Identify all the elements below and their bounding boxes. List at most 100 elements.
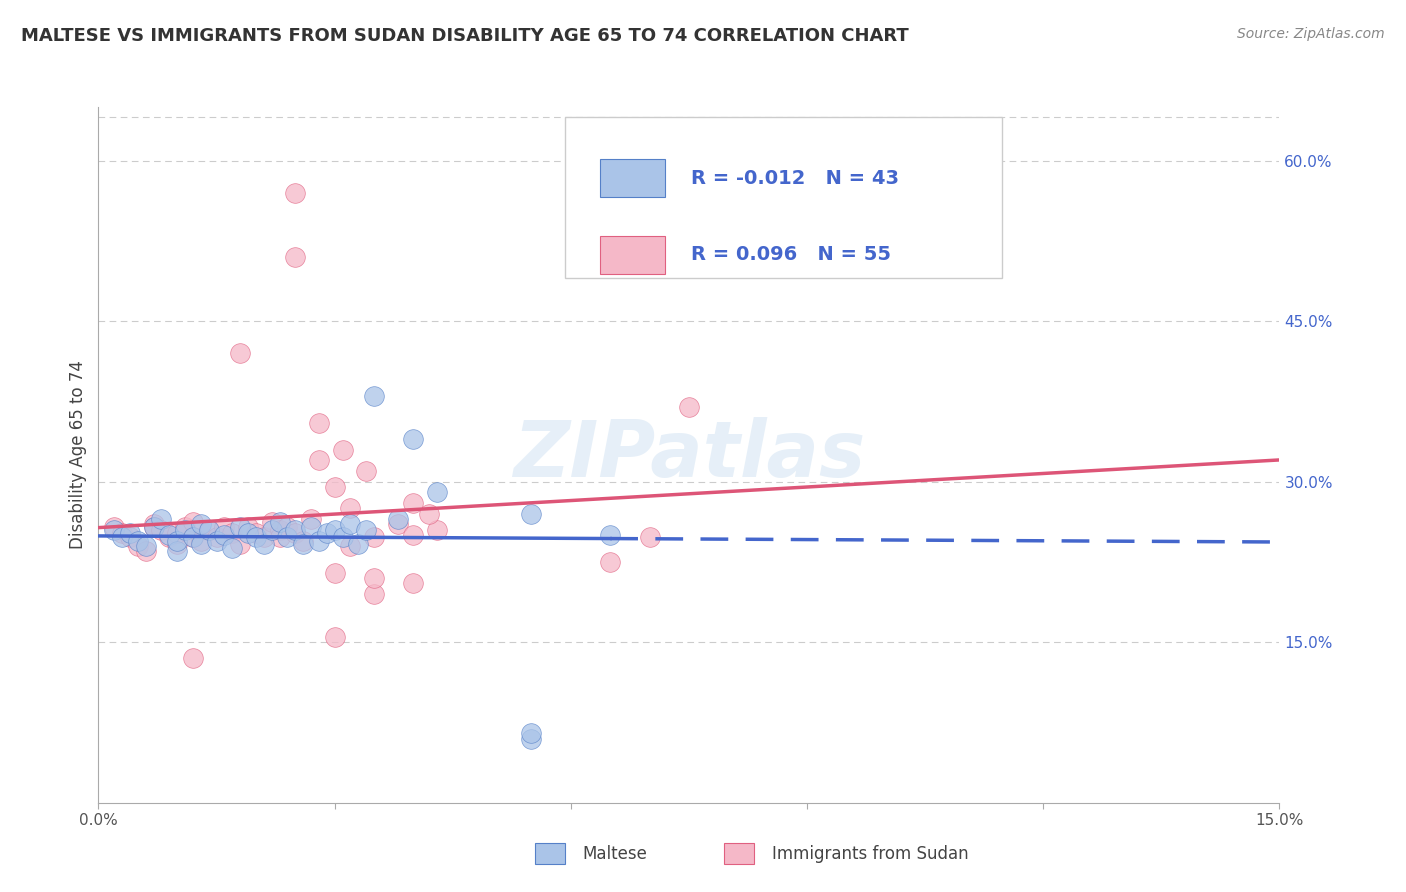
Point	[245, 530, 267, 544]
Point	[520, 731, 543, 746]
Text: MALTESE VS IMMIGRANTS FROM SUDAN DISABILITY AGE 65 TO 74 CORRELATION CHART: MALTESE VS IMMIGRANTS FROM SUDAN DISABIL…	[21, 27, 908, 45]
Point	[363, 389, 385, 403]
Point	[292, 537, 315, 551]
Point	[284, 250, 307, 264]
Point	[387, 517, 409, 532]
Point	[118, 530, 141, 544]
Point	[174, 523, 197, 537]
Point	[150, 512, 173, 526]
Point	[299, 519, 322, 533]
Point	[638, 530, 661, 544]
Point	[332, 442, 354, 457]
Point	[166, 526, 188, 541]
Point	[402, 528, 425, 542]
Point	[190, 533, 212, 548]
Point	[292, 533, 315, 548]
Point	[339, 539, 361, 553]
Point	[166, 544, 188, 558]
Point	[197, 523, 219, 537]
Bar	[536, 843, 565, 864]
Point	[284, 526, 307, 541]
Point	[214, 519, 236, 533]
Point	[520, 507, 543, 521]
Point	[253, 530, 276, 544]
Text: R = 0.096   N = 55: R = 0.096 N = 55	[692, 245, 891, 264]
Point	[402, 432, 425, 446]
Point	[323, 523, 346, 537]
Point	[339, 501, 361, 516]
Point	[181, 530, 204, 544]
Point	[284, 523, 307, 537]
Point	[354, 464, 377, 478]
Point	[135, 544, 157, 558]
Point	[174, 519, 197, 533]
Point	[229, 519, 252, 533]
Point	[205, 530, 228, 544]
Point	[276, 519, 298, 533]
Point	[142, 519, 165, 533]
Point	[166, 533, 188, 548]
Point	[229, 537, 252, 551]
Point	[221, 526, 243, 541]
Text: R = -0.012   N = 43: R = -0.012 N = 43	[692, 169, 900, 188]
Point	[315, 526, 337, 541]
Point	[127, 539, 149, 553]
Point	[111, 526, 134, 541]
Bar	[600, 235, 665, 274]
Point	[402, 496, 425, 510]
Point	[678, 400, 700, 414]
Point	[127, 533, 149, 548]
Point	[190, 517, 212, 532]
Point	[157, 528, 180, 542]
Point	[269, 516, 291, 530]
Text: Immigrants from Sudan: Immigrants from Sudan	[772, 845, 969, 863]
Point	[323, 630, 346, 644]
Point	[221, 541, 243, 555]
Point	[354, 523, 377, 537]
Point	[142, 519, 165, 533]
Point	[323, 566, 346, 580]
Point	[284, 186, 307, 200]
Bar	[600, 160, 665, 197]
Point	[520, 726, 543, 740]
Point	[363, 530, 385, 544]
Point	[197, 523, 219, 537]
Y-axis label: Disability Age 65 to 74: Disability Age 65 to 74	[69, 360, 87, 549]
Point	[332, 530, 354, 544]
Point	[308, 533, 330, 548]
Point	[103, 523, 125, 537]
Point	[339, 517, 361, 532]
Point	[387, 512, 409, 526]
Point	[323, 480, 346, 494]
Point	[150, 523, 173, 537]
Point	[426, 485, 449, 500]
Point	[111, 530, 134, 544]
Point	[308, 453, 330, 467]
Point	[308, 416, 330, 430]
Point	[166, 537, 188, 551]
Point	[363, 587, 385, 601]
Point	[363, 571, 385, 585]
Point	[599, 528, 621, 542]
Point	[236, 526, 259, 541]
Point	[118, 526, 141, 541]
Point	[103, 519, 125, 533]
Point	[181, 651, 204, 665]
Point	[142, 517, 165, 532]
Point	[181, 530, 204, 544]
Point	[418, 507, 440, 521]
Point	[269, 523, 291, 537]
Text: ZIPatlas: ZIPatlas	[513, 417, 865, 493]
Point	[205, 533, 228, 548]
Point	[135, 539, 157, 553]
Point	[229, 346, 252, 360]
Point	[299, 512, 322, 526]
Point	[236, 519, 259, 533]
Point	[157, 530, 180, 544]
Point	[181, 516, 204, 530]
Point	[190, 537, 212, 551]
Point	[402, 576, 425, 591]
Text: Source: ZipAtlas.com: Source: ZipAtlas.com	[1237, 27, 1385, 41]
Point	[245, 526, 267, 541]
Point	[260, 516, 283, 530]
